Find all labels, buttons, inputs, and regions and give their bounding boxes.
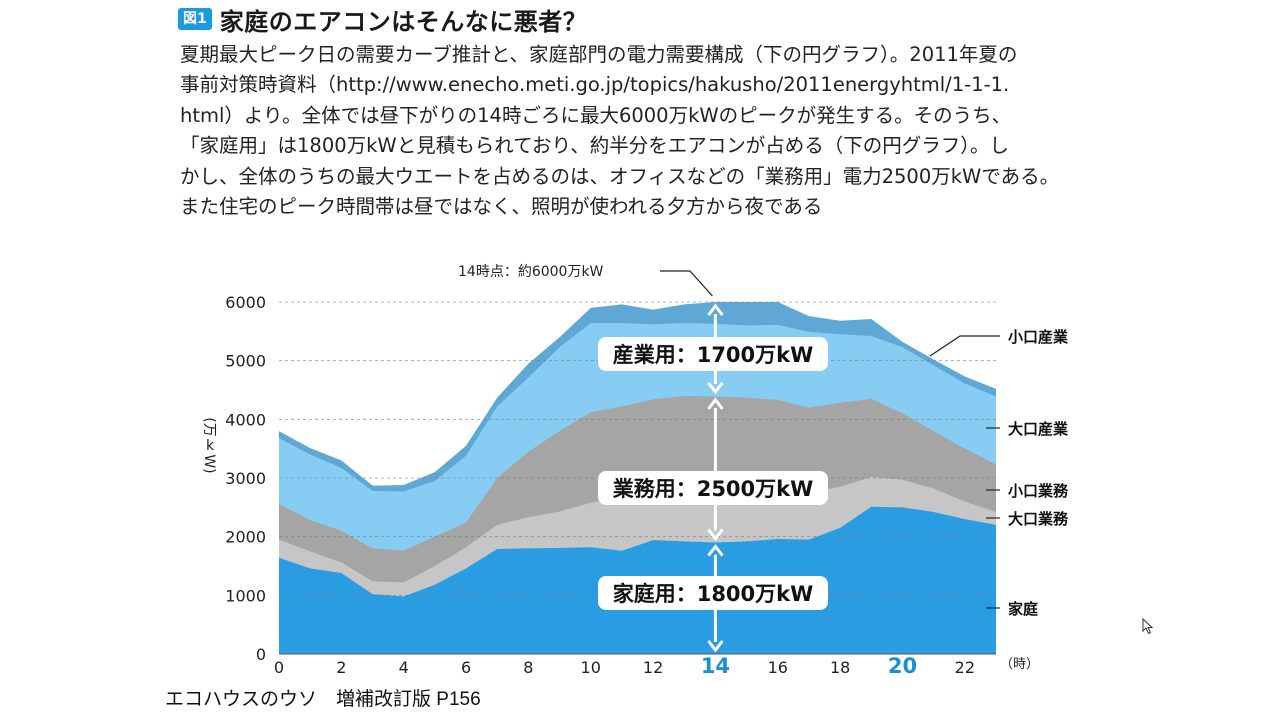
x-tick-label: 6 — [461, 658, 471, 677]
x-tick-label: 2 — [336, 658, 346, 677]
x-axis-unit: （時） — [1000, 657, 1039, 672]
caption-line: かし、全体のうちの最大ウエートを占めるのは、オフィスなどの「業務用」電力2500… — [180, 164, 1060, 188]
y-tick-label: 1000 — [225, 586, 266, 605]
y-axis-label: (万 — [201, 417, 217, 436]
x-tick-label: 14 — [701, 654, 730, 678]
x-tick-label: 12 — [643, 658, 663, 677]
peak-leader-line — [660, 270, 713, 297]
segment-arrow-head — [707, 544, 724, 557]
y-tick-label: 3000 — [225, 469, 266, 488]
legend-label: 大口産業 — [1008, 420, 1069, 438]
segment-label: 家庭用：1800万kW — [613, 582, 814, 606]
segment-arrow-head — [707, 303, 724, 316]
segment-label-box — [598, 471, 828, 505]
x-tick-label: 22 — [955, 658, 975, 677]
y-tick-label: 2000 — [225, 528, 266, 547]
y-axis-label: W) — [201, 454, 217, 473]
y-tick-label: 4000 — [225, 410, 266, 429]
caption-line: 「家庭用」は1800万kWと見積もられており、約半分をエアコンが占める（下の円グ… — [180, 134, 1009, 158]
segment-label-box — [598, 337, 828, 371]
caption-line: 夏期最大ピーク日の需要カーブ推計と、家庭部門の電力需要構成（下の円グラフ）。20… — [180, 43, 1018, 66]
caption-line: 事前対策時資料（http://www.enecho.meti.go.jp/top… — [180, 73, 1010, 97]
x-tick-label: 0 — [274, 658, 284, 677]
segment-label: 業務用：2500万kW — [613, 477, 814, 501]
x-tick-label: 8 — [523, 658, 533, 677]
segment-arrow-head — [707, 397, 724, 410]
figure-header: 図1 家庭のエアコンはそんなに悪者？ — [178, 4, 588, 36]
mouse-cursor-icon — [1142, 618, 1154, 635]
legend-label: 大口業務 — [1008, 510, 1069, 528]
segment-label-box — [598, 576, 828, 610]
figure-title: 家庭のエアコンはそんなに悪者？ — [219, 7, 588, 36]
caption-line: また住宅のピーク時間帯は昼ではなく、照明が使われる夕方から夜である — [180, 195, 823, 219]
x-tick-label: 4 — [399, 658, 409, 677]
segment-arrow-head — [707, 640, 724, 653]
y-tick-label: 6000 — [225, 293, 266, 312]
caption-line: html）より。全体では昼下がりの14時ごろに最大6000万kWのピークが発生す… — [180, 103, 1012, 127]
y-tick-label: 0 — [256, 645, 266, 664]
figure-caption: 夏期最大ピーク日の需要カーブ推計と、家庭部門の電力需要構成（下の円グラフ）。20… — [180, 40, 1090, 222]
x-tick-label: 20 — [888, 654, 917, 678]
x-tick-label: 10 — [581, 658, 601, 677]
segment-label: 産業用：1700万kW — [613, 343, 814, 367]
peak-annotation: 14時点：約6000万kW — [458, 264, 604, 280]
source-text: エコハウスのウソ 増補改訂版 P156 — [165, 689, 481, 710]
legend-label: 小口産業 — [1008, 328, 1069, 346]
x-tick-label: 16 — [768, 658, 788, 677]
y-axis-label: k — [206, 438, 215, 454]
legend-leader-line — [929, 335, 1000, 357]
segment-arrow-head — [707, 528, 724, 541]
legend-label: 家庭 — [1008, 600, 1039, 618]
x-tick-label: 18 — [830, 658, 850, 677]
segment-arrow-head — [707, 381, 724, 395]
legend-label: 小口業務 — [1008, 482, 1069, 500]
figure-badge: 図1 — [178, 8, 212, 30]
y-tick-label: 5000 — [225, 352, 266, 371]
